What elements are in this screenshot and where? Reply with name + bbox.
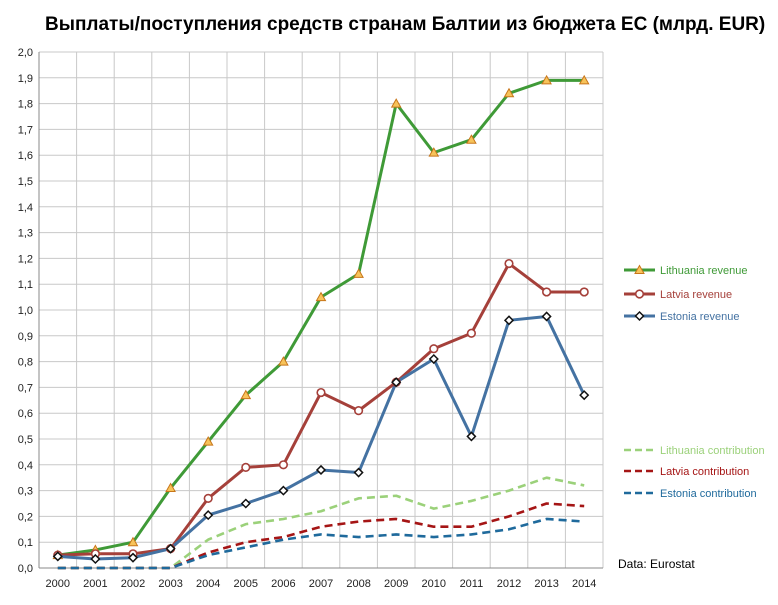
series-line <box>57 78 585 557</box>
x-tick-label: 2006 <box>271 578 295 590</box>
series-line <box>57 502 585 570</box>
x-tick-label: 2001 <box>83 578 107 590</box>
legend-label: Lithuania revenue <box>660 265 747 277</box>
data-point <box>165 482 176 493</box>
legend-marker <box>634 310 645 322</box>
data-point <box>165 543 176 554</box>
y-tick-label: 0,8 <box>18 357 33 369</box>
data-point <box>316 387 326 398</box>
y-tick-label: 2,0 <box>18 47 33 59</box>
data-point <box>579 390 590 401</box>
data-point <box>390 98 402 108</box>
data-point <box>428 353 439 365</box>
y-tick-label: 0,7 <box>18 382 33 394</box>
series-markers <box>52 74 590 565</box>
x-tick-label: 2003 <box>158 578 182 590</box>
source-note: Data: Eurostat <box>618 557 695 571</box>
y-axis-ticks: 0,0 0,1 0,2 0,3 0,4 0,5 0,6 0,7 0,8 0,9 1,0 1,1 1,2 1… <box>18 47 33 575</box>
chart-title: Выплаты/поступления средств странам Балт… <box>45 14 765 35</box>
y-tick-label: 1,9 <box>18 73 33 85</box>
data-point <box>353 268 364 278</box>
data-point <box>541 287 552 297</box>
data-point <box>466 431 477 442</box>
data-point <box>466 328 477 338</box>
data-point <box>127 552 139 563</box>
data-point <box>90 553 101 565</box>
y-tick-label: 1,5 <box>18 176 33 188</box>
y-tick-label: 0,3 <box>18 486 33 498</box>
data-point <box>503 315 515 326</box>
y-tick-label: 0,4 <box>18 460 33 472</box>
x-tick-label: 2002 <box>121 578 145 590</box>
legend-label: Latvia revenue <box>660 289 732 301</box>
x-tick-label: 2013 <box>534 578 558 590</box>
x-tick-label: 2014 <box>572 578 596 590</box>
y-tick-label: 1,6 <box>18 150 33 162</box>
y-tick-label: 1,7 <box>18 124 33 136</box>
y-tick-label: 1,8 <box>18 99 33 111</box>
legend-label: Estonia contribution <box>660 488 757 500</box>
data-point <box>541 74 552 85</box>
data-point <box>428 147 440 157</box>
y-tick-label: 0,6 <box>18 408 33 420</box>
legend: Lithuania revenue Latvia revenue Estonia r… <box>624 264 765 500</box>
y-tick-label: 1,1 <box>18 279 33 291</box>
y-tick-label: 1,2 <box>18 253 33 265</box>
legend-label: Lithuania contribution <box>660 445 765 457</box>
legend-label: Estonia revenue <box>660 311 740 323</box>
data-point <box>391 377 402 388</box>
x-tick-label: 2007 <box>309 578 333 590</box>
y-tick-label: 1,4 <box>18 202 33 214</box>
data-point <box>240 389 252 400</box>
y-tick-label: 0,5 <box>18 434 33 446</box>
data-point <box>504 258 514 269</box>
data-point <box>315 464 327 476</box>
x-tick-label: 2004 <box>196 578 220 590</box>
data-point <box>203 493 213 503</box>
series-lines <box>57 78 586 570</box>
series-line <box>57 314 586 561</box>
data-point <box>578 74 590 85</box>
legend-marker <box>634 289 645 299</box>
x-tick-label: 2008 <box>346 578 370 590</box>
data-point <box>503 87 515 98</box>
y-tick-label: 0,0 <box>18 563 33 575</box>
x-tick-label: 2012 <box>497 578 521 590</box>
legend-marker <box>634 264 645 274</box>
data-point <box>466 134 477 144</box>
data-point <box>52 551 63 562</box>
x-axis-ticks: 2000 2001 2002 2003 2004 2005 2006 2007 2008 2009… <box>46 578 597 590</box>
x-tick-label: 2010 <box>422 578 446 590</box>
data-point <box>278 485 289 496</box>
x-tick-label: 2009 <box>384 578 408 590</box>
data-point <box>353 467 364 478</box>
data-point <box>429 344 439 354</box>
data-point <box>541 311 552 322</box>
data-point <box>203 510 214 521</box>
data-point <box>240 498 251 509</box>
data-point <box>278 356 289 366</box>
data-point <box>278 460 289 470</box>
x-tick-label: 2005 <box>234 578 258 590</box>
x-tick-label: 2000 <box>46 578 70 590</box>
y-tick-label: 0,2 <box>18 511 33 523</box>
series-line <box>57 517 585 570</box>
y-tick-label: 1,0 <box>18 305 33 317</box>
legend-label: Latvia contribution <box>660 466 749 478</box>
data-point <box>354 406 364 416</box>
data-point <box>241 462 251 472</box>
x-tick-label: 2011 <box>460 578 484 590</box>
data-point <box>202 436 214 446</box>
plot-grid <box>38 51 604 569</box>
data-point <box>127 536 139 547</box>
y-tick-label: 1,3 <box>18 228 33 240</box>
y-tick-label: 0,1 <box>18 537 33 549</box>
data-point <box>315 291 327 302</box>
series-line <box>57 476 585 570</box>
data-point <box>579 287 589 297</box>
y-tick-label: 0,9 <box>18 331 33 343</box>
